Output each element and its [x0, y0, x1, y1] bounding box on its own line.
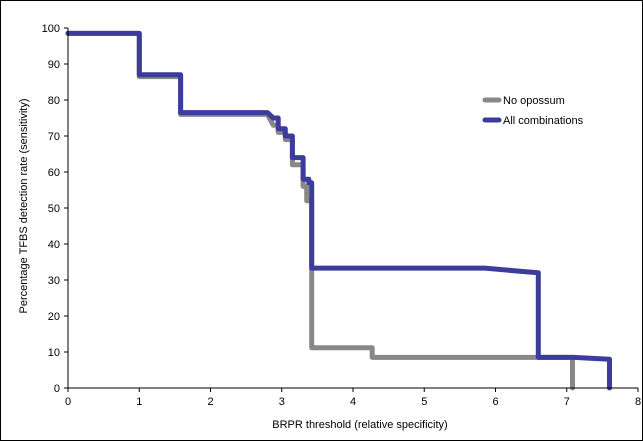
x-axis-label: BRPR threshold (relative specificity) — [272, 419, 447, 431]
x-tick-label: 4 — [350, 396, 356, 408]
x-tick-label: 0 — [65, 396, 71, 408]
y-tick-label: 70 — [48, 131, 60, 143]
y-tick-label: 20 — [48, 311, 60, 323]
x-tick-label: 7 — [564, 396, 570, 408]
y-tick-label: 60 — [48, 167, 60, 179]
y-tick-label: 80 — [48, 95, 60, 107]
legend-label: All combinations — [503, 115, 584, 127]
y-tick-label: 30 — [48, 275, 60, 287]
y-tick-label: 50 — [48, 203, 60, 215]
x-tick-label: 1 — [136, 396, 142, 408]
legend-label: No opossum — [503, 95, 565, 107]
y-axis-label: Percentage TFBS detection rate (sensitiv… — [18, 98, 30, 313]
y-tick-label: 100 — [42, 23, 60, 35]
x-tick-label: 3 — [279, 396, 285, 408]
y-axis-ticks: 0 10 20 30 40 50 60 70 80 90 100 — [42, 23, 68, 395]
x-axis-ticks: 0 1 2 3 4 5 6 7 8 — [65, 388, 641, 408]
series-layer — [65, 30, 612, 391]
y-tick-label: 10 — [48, 347, 60, 359]
y-tick-label: 0 — [54, 383, 60, 395]
x-tick-label: 2 — [207, 396, 213, 408]
y-tick-label: 40 — [48, 239, 60, 251]
legend: No opossum All combinations — [482, 95, 584, 127]
y-tick-label: 90 — [48, 59, 60, 71]
x-tick-label: 6 — [492, 396, 498, 408]
x-tick-label: 8 — [635, 396, 641, 408]
x-tick-label: 5 — [421, 396, 427, 408]
series-line-all-combinations — [65, 30, 612, 391]
